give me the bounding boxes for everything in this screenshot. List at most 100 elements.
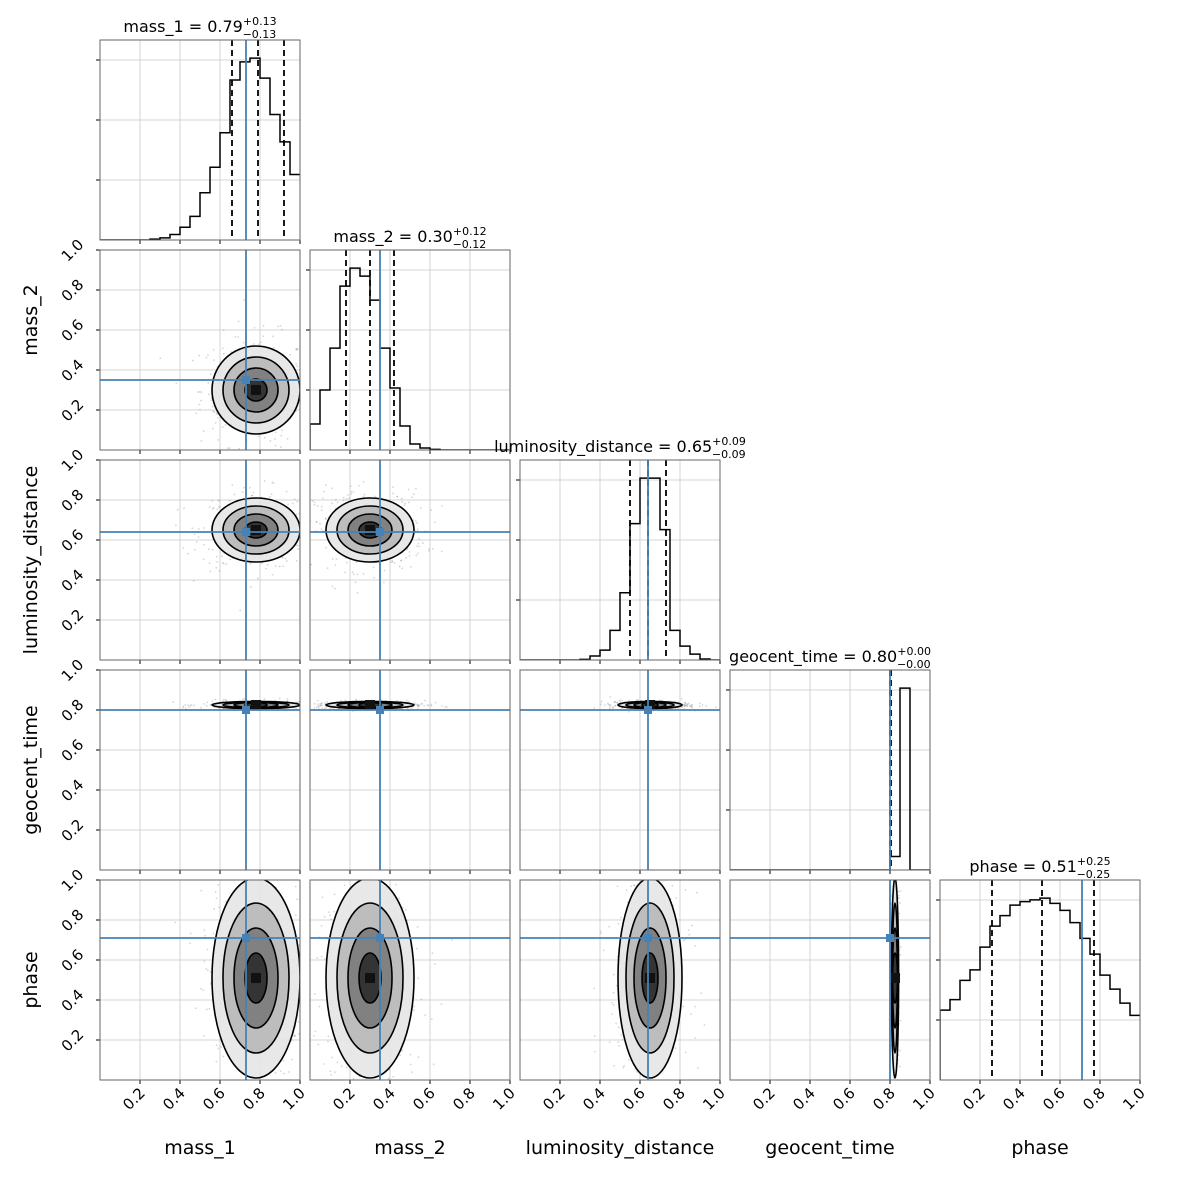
title-median: 0.30 bbox=[417, 227, 453, 246]
sample-point bbox=[675, 872, 677, 874]
sample-point bbox=[688, 704, 691, 707]
sample-point bbox=[406, 856, 408, 858]
sample-point bbox=[304, 382, 306, 384]
panel-frame bbox=[309, 879, 511, 1081]
sample-point bbox=[658, 839, 660, 841]
title-name: mass_1 bbox=[123, 17, 183, 37]
sample-point bbox=[175, 382, 178, 385]
sample-point bbox=[896, 1122, 898, 1124]
contour-line bbox=[625, 902, 675, 1054]
sample-point bbox=[391, 559, 394, 562]
panel-mass-1-vs-phase: 0.2 0.4 0.6 0.8 1.0 0.2 0.4 0.6 0.8 1.0 bbox=[58, 866, 309, 1114]
sample-point bbox=[593, 987, 596, 990]
sample-point bbox=[331, 585, 334, 588]
sample-point bbox=[269, 496, 271, 498]
title-minus: −0.09 bbox=[712, 448, 746, 461]
sample-point bbox=[273, 438, 276, 441]
sample-point bbox=[326, 701, 328, 703]
sample-point bbox=[628, 851, 630, 853]
y-tick-label: 0.2 bbox=[58, 396, 88, 426]
panel-luminosity-distance-vs-geocent-time bbox=[519, 669, 721, 874]
sample-point bbox=[233, 493, 236, 496]
sample-point bbox=[416, 704, 419, 707]
sample-point bbox=[279, 446, 282, 448]
sample-point bbox=[218, 500, 221, 502]
sample-point bbox=[221, 561, 224, 564]
sample-point bbox=[373, 576, 375, 579]
sample-point bbox=[892, 1113, 894, 1115]
sample-point bbox=[691, 924, 694, 927]
sample-point bbox=[701, 704, 704, 706]
sample-point bbox=[346, 494, 349, 497]
panel-geocent-time-vs-phase: 0.2 0.4 0.6 0.8 1.0 bbox=[729, 838, 939, 1124]
truth-marker bbox=[242, 528, 250, 536]
sample-point bbox=[298, 700, 300, 703]
sample-point bbox=[315, 520, 318, 523]
sample-point bbox=[703, 1024, 706, 1026]
sample-point bbox=[274, 431, 277, 434]
sample-point bbox=[316, 699, 319, 702]
sample-point bbox=[333, 893, 336, 896]
sample-point bbox=[410, 707, 413, 709]
x-tick-label: 1.0 bbox=[699, 1084, 729, 1114]
density-peak bbox=[251, 700, 261, 710]
sample-point bbox=[610, 1013, 613, 1016]
sample-point bbox=[365, 1086, 367, 1088]
sample-point bbox=[604, 877, 606, 879]
sample-point bbox=[213, 410, 216, 413]
sample-point bbox=[350, 490, 353, 493]
sample-point bbox=[320, 704, 322, 707]
sample-point bbox=[896, 838, 898, 840]
sample-point bbox=[671, 885, 674, 887]
contour-line bbox=[222, 356, 290, 424]
sample-point bbox=[307, 395, 309, 397]
sample-point bbox=[215, 1044, 218, 1047]
sample-point bbox=[319, 522, 321, 525]
sample-point bbox=[228, 447, 231, 449]
x-axis-label-geocent-time: geocent_time bbox=[765, 1137, 894, 1159]
sample-point bbox=[281, 328, 283, 331]
sample-point bbox=[392, 492, 395, 495]
sample-point bbox=[683, 704, 686, 707]
density-peak bbox=[365, 973, 375, 983]
sample-point bbox=[654, 874, 656, 876]
sample-point bbox=[684, 703, 687, 705]
x-tick-label: 0.4 bbox=[579, 1084, 609, 1114]
sample-point bbox=[242, 698, 244, 701]
sample-point bbox=[308, 702, 310, 704]
sample-point bbox=[182, 547, 185, 549]
panel-phase: phase = 0.51+0.25 −0.25 0.2 0.4 0.6 0.8 1.0 bbox=[936, 855, 1149, 1114]
sample-point bbox=[189, 704, 192, 707]
sample-point bbox=[334, 498, 337, 501]
plot-body bbox=[310, 771, 510, 1088]
sample-point bbox=[413, 701, 416, 704]
sample-point bbox=[694, 945, 697, 947]
histogram-phase bbox=[940, 897, 1140, 1080]
sample-point bbox=[320, 509, 323, 512]
y-tick-label: 0.6 bbox=[58, 736, 88, 766]
sample-point bbox=[617, 922, 620, 925]
y-tick-label: 0.4 bbox=[58, 566, 88, 596]
sample-point bbox=[358, 771, 360, 773]
sample-point bbox=[184, 704, 187, 706]
sample-point bbox=[200, 399, 203, 402]
sample-point bbox=[296, 365, 299, 368]
sample-point bbox=[195, 541, 198, 544]
x-tick-label: 0.6 bbox=[1039, 1084, 1069, 1114]
sample-point bbox=[416, 545, 418, 547]
x-tick-label: 0.4 bbox=[999, 1084, 1029, 1114]
sample-point bbox=[222, 353, 225, 355]
sample-point bbox=[176, 508, 179, 511]
sample-point bbox=[302, 1013, 304, 1015]
sample-point bbox=[349, 485, 352, 488]
sample-point bbox=[434, 521, 436, 524]
contour-line bbox=[325, 497, 415, 563]
sample-point bbox=[344, 571, 346, 574]
sample-point bbox=[223, 698, 225, 701]
sample-point bbox=[187, 704, 189, 707]
sample-point bbox=[195, 412, 198, 415]
sample-point bbox=[282, 1059, 285, 1062]
sample-point bbox=[212, 359, 215, 361]
sample-point bbox=[897, 838, 899, 840]
sample-point bbox=[648, 1122, 650, 1124]
